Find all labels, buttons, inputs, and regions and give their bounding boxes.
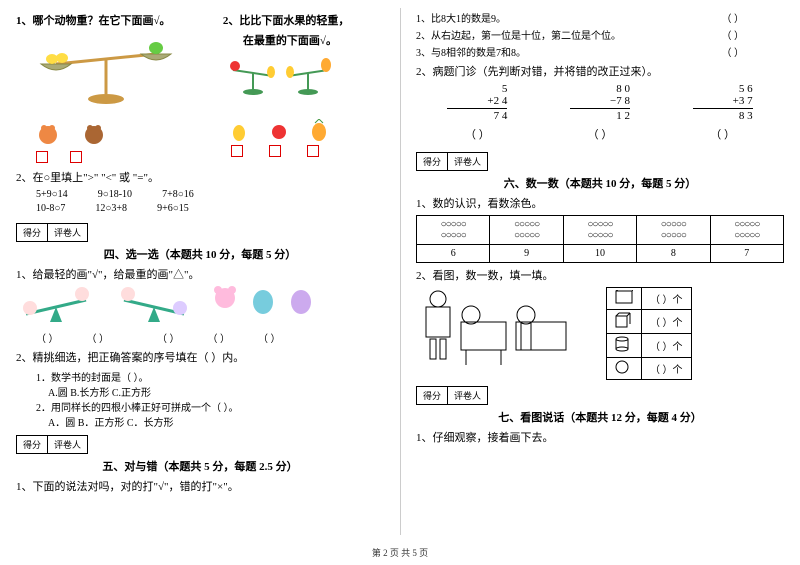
paren[interactable]: （ ） bbox=[157, 330, 180, 345]
paren[interactable]: （ ） bbox=[87, 330, 110, 345]
grader-label: 评卷人 bbox=[48, 436, 87, 453]
seesaw-illustrations bbox=[16, 286, 384, 326]
robot-animals-illustration bbox=[416, 287, 586, 380]
grader-label: 评卷人 bbox=[48, 224, 87, 241]
tf1: 1、比8大1的数是9。 bbox=[416, 10, 506, 25]
section4-title: 四、选一选（本题共 10 分，每题 5 分） bbox=[16, 246, 384, 262]
grader-label: 评卷人 bbox=[448, 387, 487, 404]
count-num: 8 bbox=[637, 245, 710, 263]
s7q1: 1、仔细观察，接着画下去。 bbox=[416, 429, 784, 445]
score-label: 得分 bbox=[17, 224, 48, 241]
s4q2a: 1．数学书的封面是（ ）。 bbox=[36, 369, 384, 384]
count-table: ○○○○○○○○○○ ○○○○○○○○○○ ○○○○○○○○○○ ○○○○○○○… bbox=[416, 215, 784, 263]
count-num: 7 bbox=[710, 245, 783, 263]
score-label: 得分 bbox=[417, 153, 448, 170]
s4q2a-opts: A.圆 B.长方形 C.正方形 bbox=[48, 384, 384, 399]
count-num: 6 bbox=[417, 245, 490, 263]
fruit-scales-illustration bbox=[223, 52, 384, 115]
tf3: 3、与8相邻的数是7和8。 bbox=[416, 44, 526, 59]
score-label: 得分 bbox=[417, 387, 448, 404]
paren[interactable]: （ ） bbox=[258, 330, 281, 345]
fill-header: 2、在○里填上">" "<" 或 "="。 bbox=[16, 169, 384, 185]
score-label: 得分 bbox=[17, 436, 48, 453]
count-num: 10 bbox=[563, 245, 636, 263]
animal-icons bbox=[36, 123, 213, 147]
fruit-icons bbox=[229, 119, 384, 141]
arith-problem: 5 +2 4 7 4 （ ） bbox=[447, 83, 507, 142]
fill-item: 9○18-10 bbox=[98, 189, 132, 200]
q1-text: 1、哪个动物重？在它下面画√。 bbox=[16, 12, 213, 28]
balance-scale-illustration bbox=[16, 34, 213, 117]
s5q2: 2、病题门诊（先判断对错，并将错的改正过来）。 bbox=[416, 63, 784, 79]
section7-title: 七、看图说话（本题共 12 分，每题 4 分） bbox=[416, 409, 784, 425]
paren[interactable]: （ ） bbox=[722, 44, 745, 59]
answer-box[interactable] bbox=[70, 151, 82, 163]
q2-text-a: 2、比比下面水果的轻重， bbox=[223, 12, 384, 28]
s4q2: 2、精挑细选，把正确答案的序号填在（ ）内。 bbox=[16, 349, 384, 365]
shape-count-table: （ ）个 （ ）个 （ ）个 （ ）个 bbox=[606, 287, 692, 380]
s6q2: 2、看图，数一数，填一填。 bbox=[416, 267, 784, 283]
answer-box[interactable] bbox=[231, 145, 243, 157]
paren[interactable]: （ ） bbox=[722, 27, 745, 42]
score-box: 得分 评卷人 bbox=[416, 152, 488, 171]
s6q1: 1、数的认识，看数涂色。 bbox=[416, 195, 784, 211]
fill-item: 5+9○14 bbox=[36, 189, 68, 200]
fill-item: 7+8○16 bbox=[162, 189, 194, 200]
s4q2b-opts: A．圆 B．正方形 C．长方形 bbox=[48, 414, 384, 429]
page-footer: 第 2 页 共 5 页 bbox=[0, 546, 800, 559]
s5q1: 1、下面的说法对吗，对的打"√"，错的打"×"。 bbox=[16, 478, 384, 494]
fill-item: 9+6○15 bbox=[157, 203, 189, 214]
section6-title: 六、数一数（本题共 10 分，每题 5 分） bbox=[416, 175, 784, 191]
answer-box[interactable] bbox=[307, 145, 319, 157]
score-box: 得分 评卷人 bbox=[16, 223, 88, 242]
fill-item: 12○3+8 bbox=[95, 203, 127, 214]
q2-text-b: 在最重的下面画√。 bbox=[243, 32, 384, 48]
section5-title: 五、对与错（本题共 5 分，每题 2.5 分） bbox=[16, 458, 384, 474]
fill-item: 10-8○7 bbox=[36, 203, 65, 214]
grader-label: 评卷人 bbox=[448, 153, 487, 170]
paren[interactable]: （ ） bbox=[208, 330, 231, 345]
answer-box[interactable] bbox=[269, 145, 281, 157]
arith-problem: 8 0 −7 8 1 2 （ ） bbox=[570, 83, 630, 142]
s4q1: 1、给最轻的画"√"，给最重的画"△"。 bbox=[16, 266, 384, 282]
arith-problem: 5 6 +3 7 8 3 （ ） bbox=[693, 83, 753, 142]
score-box: 得分 评卷人 bbox=[16, 435, 88, 454]
count-num: 9 bbox=[490, 245, 563, 263]
tf2: 2、从右边起，第一位是十位，第二位是个位。 bbox=[416, 27, 621, 42]
s4q2b: 2．用同样长的四根小棒正好可拼成一个（ ）。 bbox=[36, 399, 384, 414]
paren[interactable]: （ ） bbox=[722, 10, 745, 25]
answer-box[interactable] bbox=[36, 151, 48, 163]
paren[interactable]: （ ） bbox=[36, 330, 59, 345]
score-box: 得分 评卷人 bbox=[416, 386, 488, 405]
